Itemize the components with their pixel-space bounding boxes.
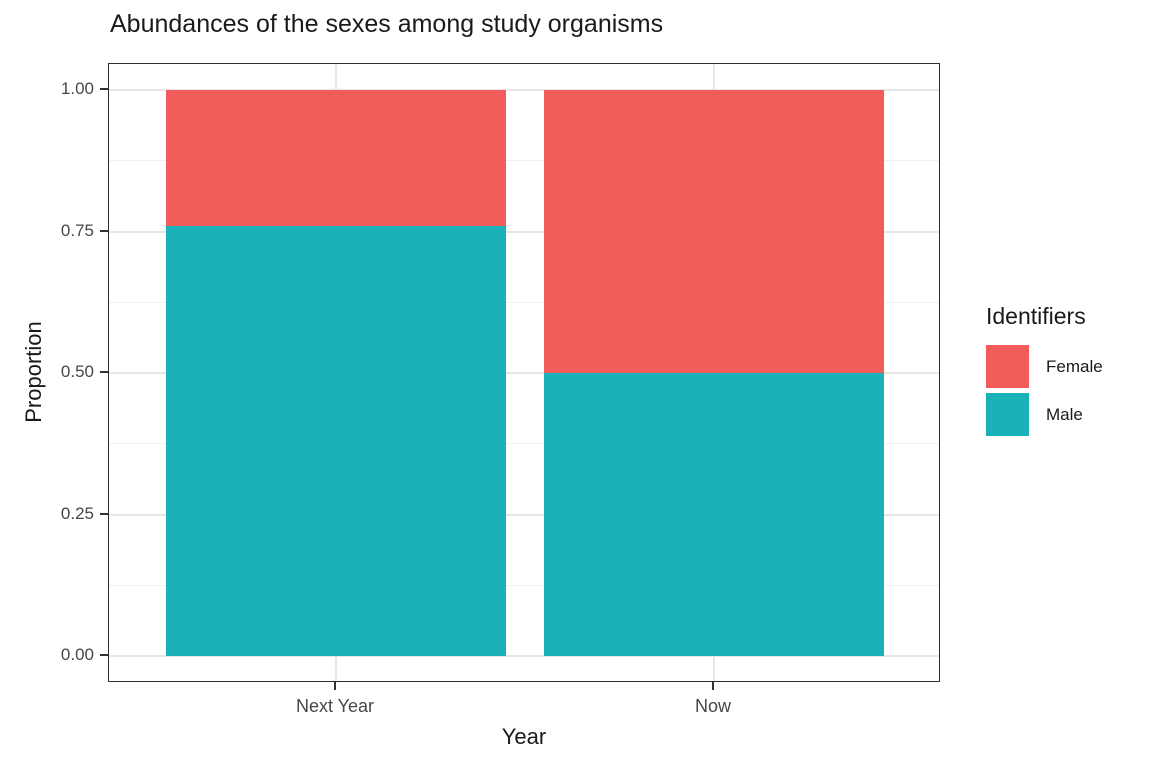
x-tick-label: Next Year [295, 696, 375, 716]
minor-gridline [109, 584, 939, 586]
bar-segment-female-next-year [166, 90, 506, 226]
minor-gridline [109, 443, 939, 445]
legend: Identifiers Female Male [986, 303, 1103, 441]
legend-label: Female [1046, 356, 1103, 376]
legend-swatch-female [986, 345, 1029, 388]
y-tick-mark [100, 512, 108, 515]
major-gridline [109, 230, 939, 233]
legend-title: Identifiers [986, 303, 1086, 329]
bar-segment-male-next-year [166, 225, 506, 656]
legend-item-male: Male [986, 393, 1103, 436]
x-tick-mark [712, 682, 714, 690]
y-tick-label: 0.75 [60, 220, 94, 240]
y-tick-mark [100, 654, 108, 656]
x-axis-title: Year [501, 724, 547, 749]
chart-title: Abundances of the sexes among study orga… [110, 10, 664, 38]
major-gridline [109, 655, 939, 657]
y-tick-mark [100, 229, 108, 232]
y-tick-label: 1.00 [60, 79, 94, 98]
major-gridline [109, 372, 939, 374]
major-gridline [109, 513, 939, 516]
plot-panel [108, 63, 940, 682]
y-tick-label: 0.50 [60, 362, 94, 381]
legend-item-female: Female [986, 345, 1103, 388]
y-tick-mark [100, 371, 108, 373]
y-axis-title: Proportion [21, 321, 46, 423]
x-tick-mark [334, 682, 336, 690]
y-tick-label: 0.00 [60, 645, 94, 664]
bar-segment-female-now [544, 90, 884, 373]
y-tick-label: 0.25 [60, 503, 94, 523]
x-tick-label: Now [694, 696, 731, 716]
legend-label: Male [1046, 404, 1083, 424]
minor-gridline [109, 160, 939, 162]
y-tick-mark [100, 88, 108, 90]
legend-items: Female Male [986, 345, 1103, 436]
legend-swatch-male [986, 393, 1029, 436]
major-gridline [109, 89, 939, 91]
bar-segment-male-now [544, 373, 884, 656]
minor-gridline [109, 301, 939, 303]
